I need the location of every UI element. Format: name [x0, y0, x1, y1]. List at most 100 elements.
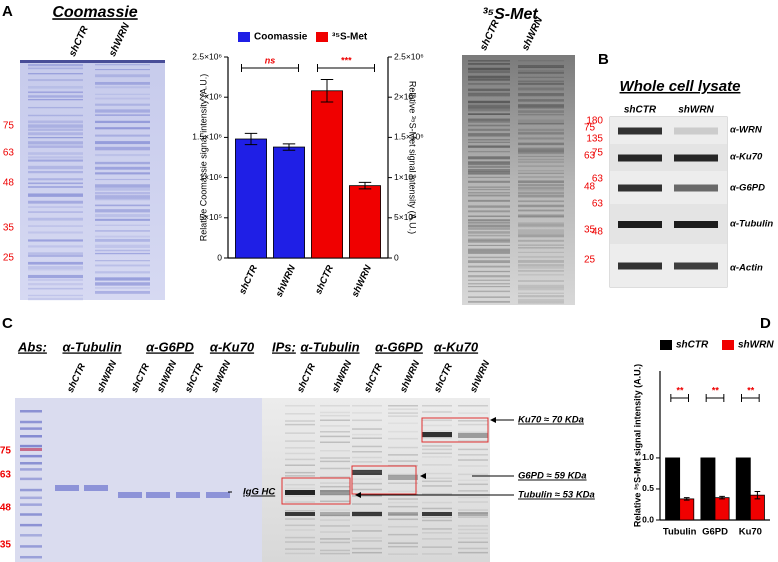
- band: [422, 516, 452, 519]
- coomassie-gel: [20, 60, 165, 300]
- antibody-label: α-G6PD: [730, 183, 765, 194]
- legend-label: ³⁵S-Met: [332, 32, 368, 43]
- y2-axis-label: Relative ³⁵S-Met signal intensity (A.U.): [408, 81, 418, 234]
- band: [518, 93, 564, 96]
- ladder: [20, 545, 42, 548]
- band: [518, 113, 564, 116]
- band: [352, 524, 382, 526]
- band: [518, 270, 564, 272]
- significance: ns: [265, 55, 276, 65]
- band: [352, 433, 382, 436]
- band: [28, 225, 83, 227]
- band: [458, 465, 488, 467]
- band: [320, 482, 350, 484]
- band: [518, 298, 564, 302]
- band: [95, 109, 150, 113]
- band: [28, 73, 83, 75]
- band: [285, 423, 315, 426]
- band: [388, 545, 418, 548]
- band: [618, 184, 662, 192]
- band: [518, 142, 564, 146]
- lane-label: shCTR: [432, 362, 455, 395]
- band: [320, 411, 350, 414]
- band: [320, 435, 350, 438]
- band: [518, 104, 564, 108]
- antibody-label: α-Tubulin: [62, 339, 121, 354]
- ladder: [20, 444, 42, 448]
- band: [468, 199, 510, 202]
- abs-gel: [15, 398, 262, 562]
- y2-tick-label: 2.5×10⁶: [394, 51, 424, 61]
- lane-label: shCTR: [129, 362, 152, 395]
- y-tick-label: 0.5: [642, 483, 654, 493]
- band: [518, 122, 564, 125]
- antibody-label: α-G6PD: [146, 339, 194, 354]
- band: [95, 153, 150, 157]
- lane-label: shWRN: [468, 358, 493, 394]
- ladder: [20, 503, 42, 506]
- band: [352, 461, 382, 463]
- band: [518, 222, 564, 226]
- y2-tick-label: 1×10⁶: [394, 172, 417, 182]
- band: [352, 428, 382, 430]
- band: [518, 184, 564, 187]
- mw-marker: 48: [584, 182, 596, 193]
- band: [518, 70, 564, 74]
- gel-title: Coomassie: [52, 4, 137, 21]
- band: [28, 186, 83, 188]
- band: [352, 405, 382, 407]
- ladder: [20, 420, 42, 424]
- sig-bracket: [670, 394, 689, 402]
- x-tick-label: shCTR: [313, 264, 336, 297]
- band: [458, 433, 488, 438]
- band: [468, 224, 510, 228]
- band: [320, 531, 350, 533]
- y-tick-label: 2×10⁶: [199, 91, 222, 101]
- band: [458, 496, 488, 499]
- band: [352, 537, 382, 539]
- band: [518, 192, 564, 195]
- band: [352, 419, 382, 422]
- antibody-label: α-Ku70: [434, 339, 479, 354]
- significance: **: [747, 385, 755, 395]
- band: [320, 514, 350, 517]
- panel-label: C: [2, 315, 13, 332]
- band: [458, 501, 488, 503]
- antibody-label: α-Tubulin: [730, 219, 773, 230]
- band: [352, 488, 382, 491]
- band: [518, 232, 564, 235]
- band: [352, 547, 382, 550]
- band: [388, 526, 418, 528]
- gel-title: ³⁵S-Met: [482, 6, 538, 23]
- legend-label: shWRN: [738, 340, 774, 351]
- lane-label: shWRN: [155, 358, 180, 394]
- band: [468, 118, 510, 121]
- band: [95, 287, 150, 289]
- band: [518, 251, 564, 253]
- bar: [700, 457, 716, 521]
- band: [468, 250, 510, 254]
- band: [458, 454, 488, 456]
- band: [468, 79, 510, 81]
- band: [285, 512, 315, 516]
- band: [95, 192, 150, 195]
- band: [285, 536, 315, 539]
- band: [518, 87, 564, 91]
- band: [468, 227, 510, 230]
- antibody-label: α-Ku70: [730, 152, 763, 163]
- band: [28, 274, 83, 279]
- band: [422, 538, 452, 540]
- band: [28, 170, 83, 174]
- panel-label: A: [2, 3, 13, 20]
- band: [352, 451, 382, 453]
- mw-marker: 75: [592, 148, 604, 159]
- band: [518, 267, 564, 269]
- band: [95, 260, 150, 262]
- band: [28, 99, 83, 101]
- band: [468, 186, 510, 188]
- band: [518, 119, 564, 123]
- band: [320, 419, 350, 422]
- band: [422, 528, 452, 530]
- band: [468, 256, 510, 259]
